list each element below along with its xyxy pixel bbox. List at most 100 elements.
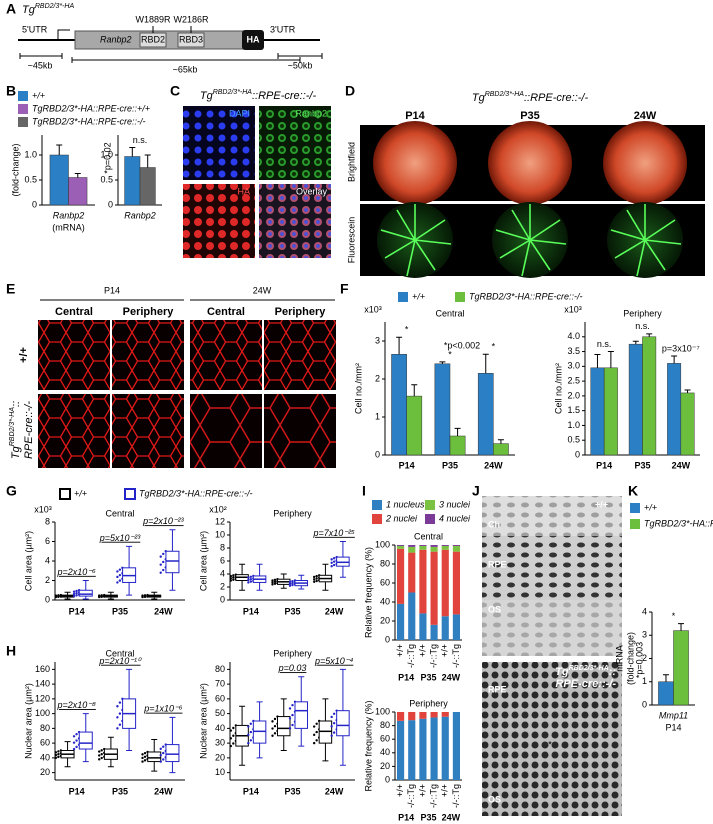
jitter-dot	[247, 741, 250, 745]
annotation: *p=0.02	[102, 142, 112, 173]
panel-d: TgRBD2/3*-HA::RPE-cre::-/- P14 P35 24W B…	[346, 91, 705, 278]
legend-swatch	[425, 514, 435, 524]
y-tick-label: 80	[380, 720, 390, 730]
y-tick-label: 60	[380, 577, 390, 587]
jitter-dot	[271, 583, 274, 586]
x-tick-label: P35	[112, 606, 128, 616]
jitter-dot	[232, 578, 235, 581]
ha-label: HA	[247, 34, 260, 44]
row-label: +/+	[18, 347, 30, 363]
title-sup: RBD2/3*-HA	[485, 91, 525, 98]
legend-label: 2 nuclei	[385, 513, 418, 523]
jitter-dot	[143, 594, 147, 597]
bar-segment	[408, 592, 416, 640]
label-sup: RBD2/3*-HA	[569, 665, 609, 672]
bar-segment	[430, 712, 438, 718]
jitter-dot	[249, 739, 253, 742]
jitter-dot	[288, 580, 292, 583]
jitter-dot	[330, 565, 333, 568]
micrograph	[183, 106, 255, 180]
x-tick-label: -/-::Tg	[451, 784, 461, 808]
y-tick-label: 0.5	[24, 174, 37, 184]
bar-segment	[419, 718, 427, 780]
error-bar	[671, 355, 678, 364]
y-tick-label: 4.0	[567, 331, 580, 341]
jitter-dot	[116, 716, 119, 719]
jitter-dot	[159, 571, 162, 574]
error-bar	[482, 353, 489, 374]
x-tick-label: -/-::Tg	[451, 644, 461, 668]
jitter-dot	[57, 594, 60, 597]
jitter-dot	[229, 744, 233, 748]
age-label: P14	[104, 285, 120, 295]
jitter-dot	[312, 741, 316, 745]
y-tick-label: 6	[45, 536, 50, 546]
jitter-dot	[249, 730, 253, 734]
y-tick-label: 12	[215, 516, 225, 526]
x-tick-label: P14	[399, 460, 415, 470]
micrograph	[190, 394, 262, 468]
bar-segment	[441, 712, 449, 717]
legend-label: +/+	[412, 291, 425, 301]
bar-segment	[419, 712, 427, 719]
region-label: Central	[207, 306, 245, 318]
error-bar	[144, 154, 151, 168]
y-tick-label: 8	[45, 516, 50, 526]
annotation: p=3x10⁻⁷	[662, 343, 700, 353]
bar-segment	[441, 616, 449, 640]
panel-e: P14 24W Central Periphery Central Periph…	[9, 285, 336, 468]
jitter-dot	[162, 560, 165, 564]
x-tick-label: +/+	[395, 784, 405, 797]
jitter-dot	[271, 734, 274, 737]
panel-d-title: TgRBD2/3*-HA::RPE-cre::-/-	[472, 91, 589, 104]
x-tick-label: P35	[284, 606, 300, 616]
group-label: P14	[398, 812, 414, 822]
bar-segment	[419, 545, 427, 546]
jitter-dot	[271, 720, 274, 723]
promoter-arrow	[57, 29, 70, 40]
legend-swatch	[630, 519, 640, 529]
annotation: p=2x10⁻⁶	[57, 567, 97, 577]
y-tick-label: 20	[380, 615, 390, 625]
legend-label: TgRBD2/3*-HA::RPE-cre::-/-	[644, 518, 713, 528]
legend-label: +/+	[74, 488, 87, 498]
box	[165, 744, 180, 763]
y-tick-label: 3.0	[567, 361, 580, 371]
legend-swatch	[18, 117, 28, 127]
jitter-dot	[291, 703, 294, 707]
title-sup: RBD2/3*-HA	[35, 3, 75, 10]
jitter-dot	[330, 725, 333, 728]
jitter-dot	[143, 759, 147, 762]
rbd2-label: RBD2	[141, 34, 165, 44]
legend-swatch	[18, 104, 28, 114]
jitter-dot	[118, 568, 122, 571]
legend-label: TgRBD2/3*-HA::RPE-cre::-/-	[469, 291, 583, 301]
bar	[124, 156, 141, 206]
y-tick-label: 160	[35, 664, 50, 674]
channel-label: DAPI	[229, 108, 250, 118]
y-tick-label: 80	[40, 723, 50, 733]
layer-label: OS	[488, 794, 501, 804]
jitter-dot	[100, 594, 103, 597]
bar-segment	[452, 545, 460, 546]
y-tick-label: 30	[215, 738, 225, 748]
fundus-image	[373, 121, 457, 205]
label-sup: RBD2/3*-HA	[9, 407, 16, 447]
size-arrow	[277, 53, 323, 59]
bar	[680, 392, 695, 456]
y-tick-label: 2	[375, 373, 380, 383]
jitter-dot	[288, 727, 292, 730]
bar-segment	[430, 551, 438, 625]
jitter-dot	[229, 729, 233, 732]
jitter-dot	[229, 737, 233, 740]
bar-segment	[397, 545, 405, 546]
title-base: Tg	[200, 90, 214, 102]
panel-letter: I	[362, 483, 366, 499]
y-axis-label: Relative frequency (%)	[363, 700, 373, 791]
bar	[667, 363, 682, 456]
bar	[603, 367, 618, 456]
mutation-label: W2186R	[173, 14, 209, 24]
jitter-dot	[100, 756, 103, 760]
error-bar	[439, 361, 446, 364]
jitter-dot	[312, 575, 316, 579]
